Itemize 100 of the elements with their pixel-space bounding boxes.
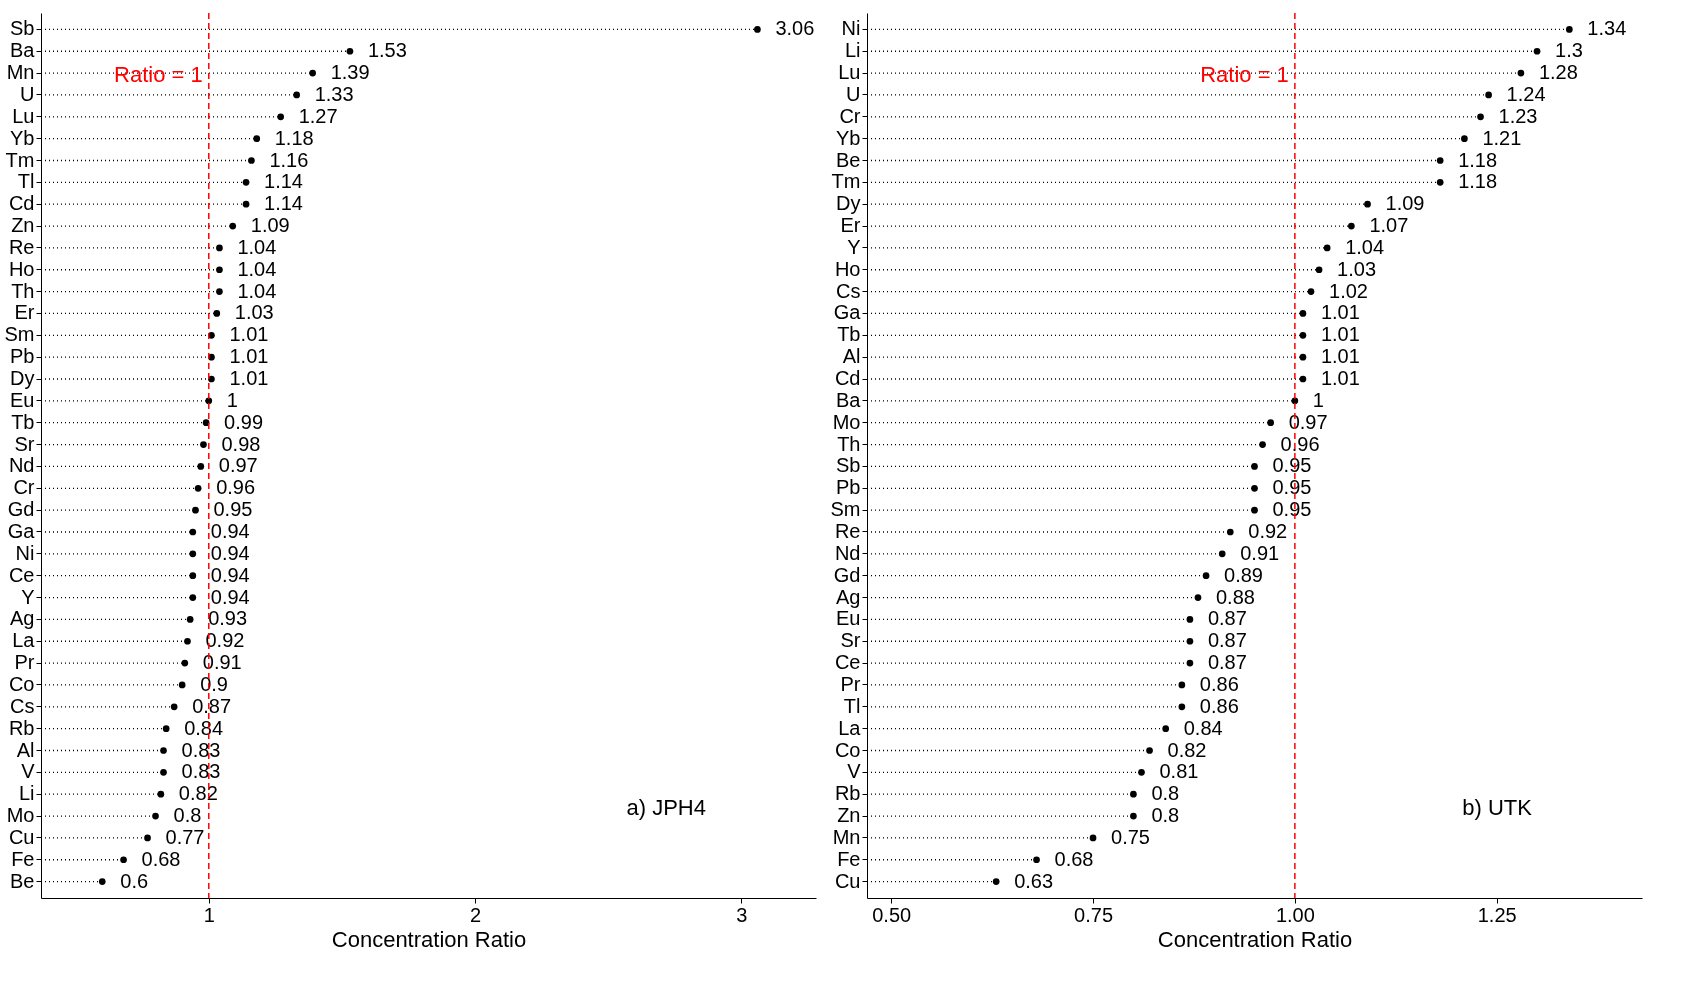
point [1194,594,1202,601]
point [1089,834,1097,842]
point [213,310,221,317]
point [189,528,197,536]
point [170,703,178,711]
data-label: 1.34 [1587,17,1627,40]
point [1348,222,1355,230]
point [1485,91,1492,99]
point [208,375,215,383]
y-tick-label: Cd [834,367,861,390]
data-label: 0.94 [210,563,250,586]
data-label: 0.92 [1248,519,1288,542]
y-tick-label: La [12,629,36,652]
point [1364,200,1371,208]
point [216,288,223,295]
data-label: 0.87 [1207,629,1247,652]
y-tick-label: Gd [7,498,35,521]
data-label: 0.96 [216,476,256,499]
point [1299,353,1307,361]
y-tick-label: Dy [836,192,861,215]
y-tick-label: Fe [11,847,35,870]
y-tick-label: Ag [836,585,861,608]
y-tick-label: Th [837,432,861,455]
y-tick-label: Pr [840,672,861,695]
data-label: 0.6 [120,869,149,892]
y-tick-label: Ho [8,257,35,280]
data-label: 1.14 [264,170,304,193]
y-tick-label: Nd [8,454,35,477]
data-label: 1.21 [1482,126,1522,149]
y-tick-label: Sm [830,498,861,521]
data-label: 0.8 [173,804,202,827]
point [1226,528,1234,536]
data-label: 0.91 [202,651,242,674]
y-tick-label: Pr [14,651,35,674]
y-tick-label: Pb [836,476,861,499]
y-tick-label: Mo [832,410,861,433]
y-tick-label: Dy [10,367,35,390]
data-label: 0.98 [221,432,261,455]
x-axis-title: Concentration Ratio [331,926,527,952]
data-label: 0.82 [1167,738,1207,761]
y-tick-label: Tm [831,170,861,193]
data-label: 3.06 [775,17,815,40]
point [1315,266,1323,274]
data-label: 0.87 [192,694,232,717]
y-tick-label: Gd [833,563,861,586]
data-label: 0.87 [1207,651,1247,674]
point [1267,419,1274,427]
y-tick-label: Cs [10,694,35,717]
point [293,91,301,99]
data-label: 1.04 [237,235,277,258]
y-tick-label: Ba [836,388,862,411]
data-label: 0.77 [165,825,205,848]
point [1178,703,1186,711]
x-tick-label: 0.75 [1074,903,1114,926]
y-tick-label: Tm [5,148,35,171]
data-label: 1.39 [330,61,370,84]
point [992,878,1000,885]
point [194,484,202,492]
data-label: 1.14 [264,192,304,215]
data-label: 1.01 [229,367,269,390]
y-tick-label: Yb [10,126,35,149]
point [1202,572,1210,580]
data-label: 1.28 [1538,61,1578,84]
point [186,616,194,623]
point [1146,747,1153,754]
y-tick-label: Pb [10,345,35,368]
y-tick-label: Cu [834,869,861,892]
point [1251,506,1258,514]
point [277,113,285,121]
data-label: 1.07 [1369,214,1409,237]
y-tick-label: Cr [839,104,861,127]
data-label: 1.16 [269,148,309,171]
y-tick-label: Ho [834,257,861,280]
point [157,790,165,798]
y-tick-label: U [846,82,861,105]
y-tick-label: Mo [6,804,35,827]
y-tick-label: La [838,716,862,739]
y-tick-label: Eu [10,388,35,411]
y-tick-label: Th [11,279,35,302]
data-label: 1.18 [1458,148,1498,171]
point [1323,244,1331,252]
point [1186,616,1194,623]
y-tick-label: Cr [13,476,35,499]
point [1477,113,1484,121]
x-tick-label: 2 [470,903,482,926]
point [1130,812,1137,820]
data-label: 0.89 [1224,563,1263,586]
y-tick-label: Y [21,585,35,608]
point [144,834,151,842]
point [1251,484,1258,492]
point [253,135,261,142]
point [197,463,205,470]
y-tick-label: Zn [11,214,35,237]
data-label: 1.01 [1320,323,1360,346]
data-label: 0.83 [181,738,221,761]
y-tick-label: Sb [836,454,861,477]
y-tick-label: Cd [8,192,35,215]
data-label: 0.91 [1240,541,1280,564]
data-label: 0.95 [1272,454,1312,477]
data-label: 1.01 [1320,367,1360,390]
